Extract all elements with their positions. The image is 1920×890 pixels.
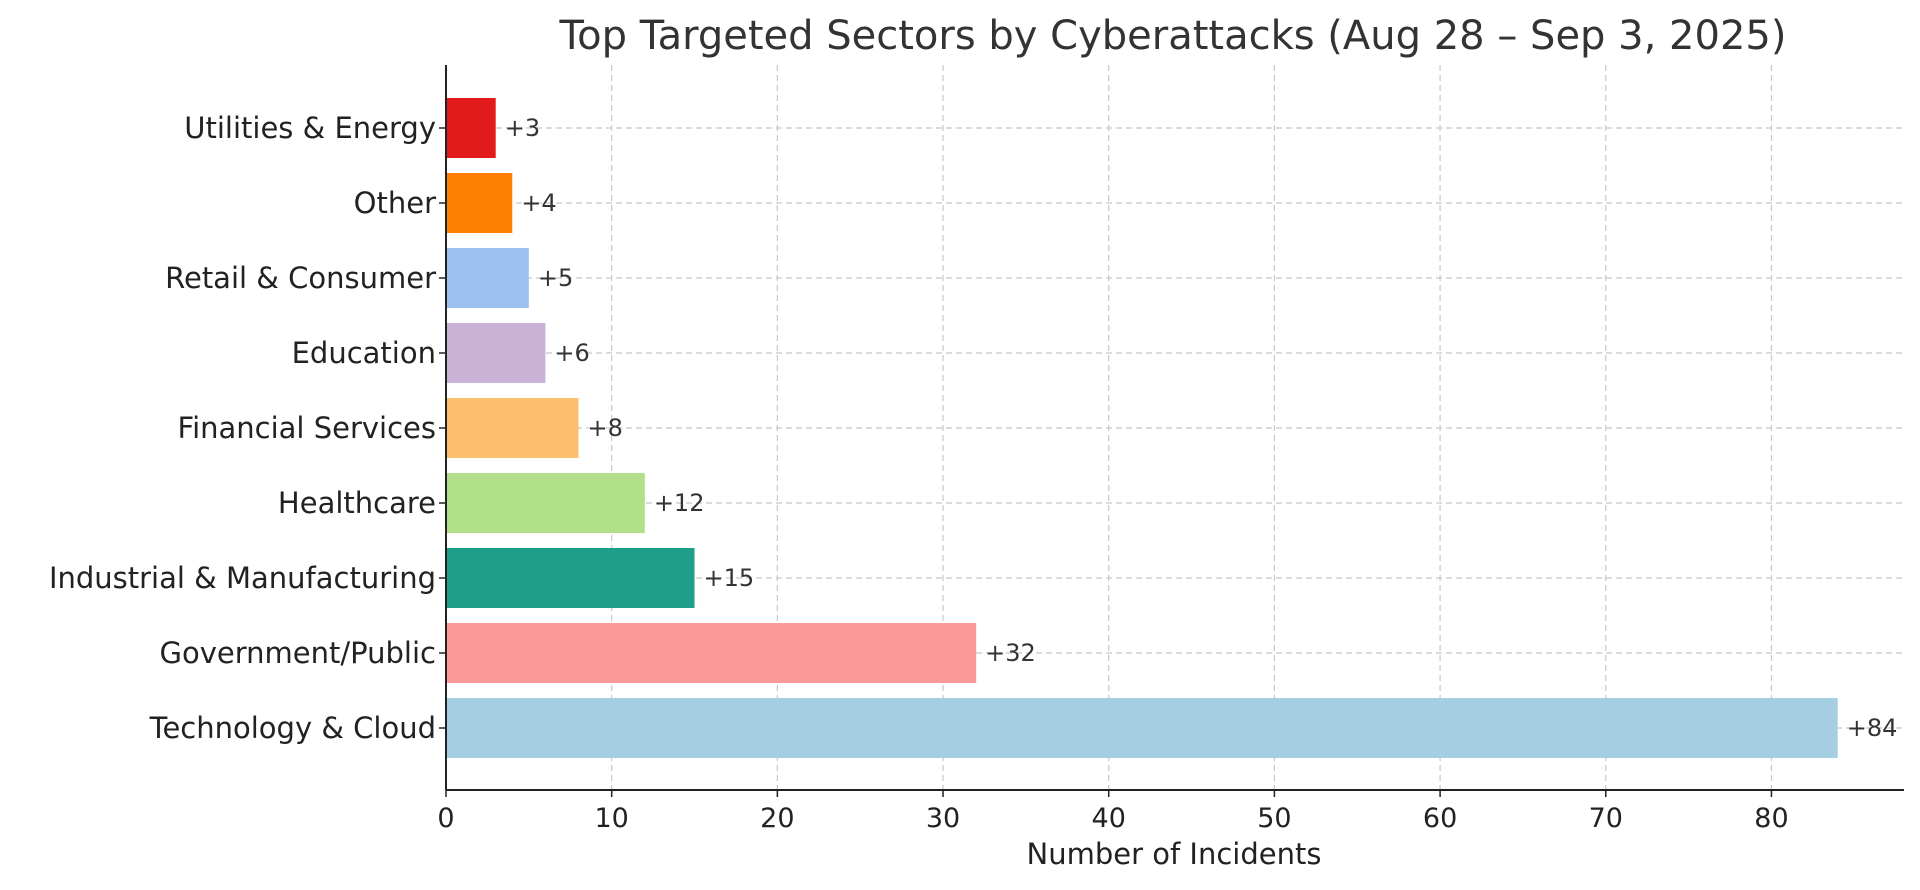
data-label-8: +84 [1847, 714, 1898, 742]
data-labels: +3 +4 +5 +6 +8 +12 +15 +32 +84 [505, 114, 1898, 742]
data-label-2: +5 [538, 264, 573, 292]
bar-other [446, 173, 513, 233]
category-labels: Utilities & Energy Other Retail & Consumer… [49, 111, 446, 745]
bar-retail-consumer [446, 248, 529, 308]
x-axis-title: Number of Incidents [1027, 837, 1322, 871]
bar-healthcare [446, 473, 645, 533]
x-tick-label-70: 70 [1589, 803, 1623, 834]
category-label-3: Education [292, 336, 436, 370]
category-label-6: Industrial & Manufacturing [49, 561, 436, 595]
category-label-2: Retail & Consumer [165, 261, 436, 295]
data-label-1: +4 [521, 189, 556, 217]
category-label-7: Government/Public [160, 636, 436, 670]
data-label-6: +15 [704, 564, 755, 592]
bar-government-public [446, 623, 977, 683]
bar-utilities-energy [446, 98, 496, 158]
x-tick-label-40: 40 [1092, 803, 1126, 834]
data-label-5: +12 [654, 489, 705, 517]
data-label-4: +8 [588, 414, 623, 442]
x-tick-label-80: 80 [1754, 803, 1788, 834]
data-label-3: +6 [554, 339, 589, 367]
category-label-0: Utilities & Energy [184, 111, 436, 145]
x-tick-label-0: 0 [437, 803, 454, 834]
x-tick-label-20: 20 [760, 803, 794, 834]
x-tick-label-30: 30 [926, 803, 960, 834]
data-label-7: +32 [985, 639, 1036, 667]
bar-industrial-manufacturing [446, 548, 695, 608]
category-label-4: Financial Services [178, 411, 437, 445]
bar-financial-services [446, 398, 579, 458]
bar-technology-cloud [446, 698, 1838, 758]
bars [446, 98, 1838, 758]
category-label-8: Technology & Cloud [149, 711, 436, 745]
data-label-0: +3 [505, 114, 540, 142]
x-tick-label-10: 10 [595, 803, 629, 834]
category-label-5: Healthcare [278, 486, 436, 520]
x-tick-label-60: 60 [1423, 803, 1457, 834]
bar-education [446, 323, 546, 383]
x-tick-label-50: 50 [1257, 803, 1291, 834]
chart-title: Top Targeted Sectors by Cyberattacks (Au… [559, 13, 1787, 59]
x-ticks: 0 10 20 30 40 50 60 70 80 [437, 790, 1789, 834]
category-label-1: Other [354, 186, 436, 220]
